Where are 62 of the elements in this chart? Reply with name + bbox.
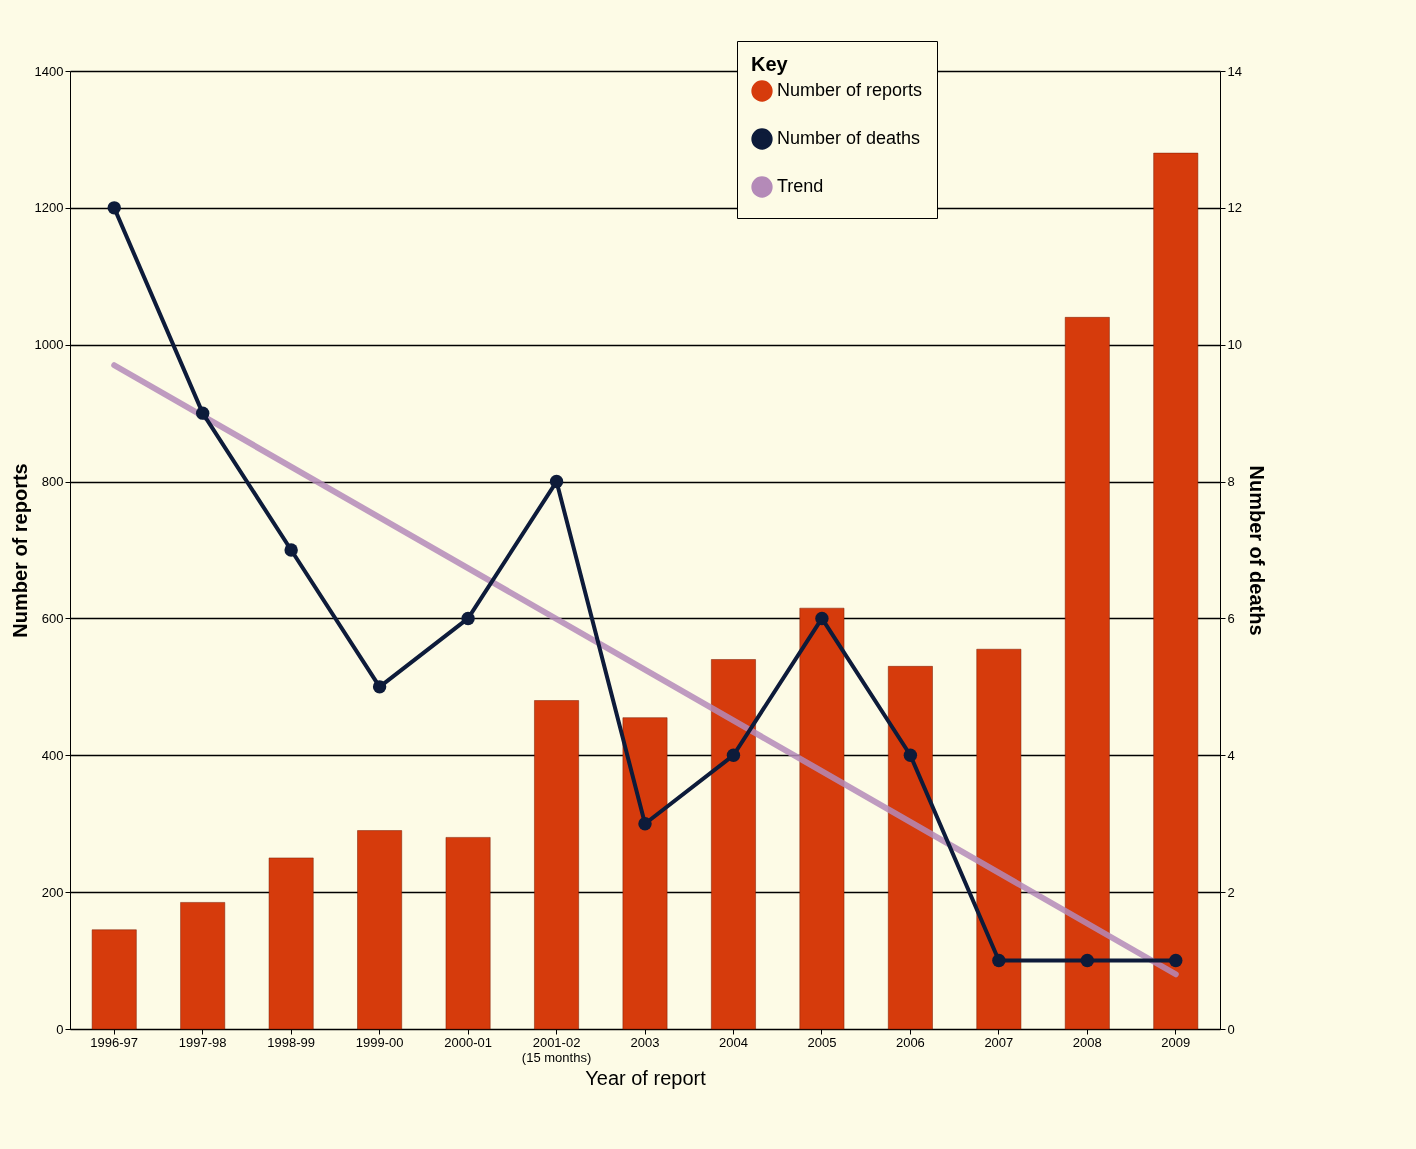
bar — [888, 666, 933, 1030]
y-tick-label: 800 — [41, 474, 64, 490]
bar — [799, 607, 845, 1030]
bar — [622, 717, 668, 1030]
bar — [445, 837, 491, 1030]
bar — [976, 648, 1022, 1030]
bar — [357, 830, 402, 1030]
y2-tick-label: 4 — [1227, 747, 1235, 763]
x-tick-label: 2009 — [1161, 1034, 1191, 1050]
x-tick-label: 2004 — [719, 1034, 748, 1050]
bar — [534, 700, 579, 1030]
y-tick-label: 200 — [41, 884, 64, 900]
y2-tick-label: 6 — [1227, 610, 1235, 626]
x-tick-label: 1998-99 — [267, 1034, 316, 1050]
y2-tick-label: 10 — [1227, 337, 1242, 353]
bar — [1153, 152, 1199, 1030]
bar — [180, 902, 226, 1030]
point — [549, 474, 564, 489]
bar — [1064, 317, 1110, 1030]
bar — [268, 857, 314, 1030]
x-tick-label: 1997-98 — [178, 1034, 227, 1050]
x-tick-label: 2006 — [895, 1034, 925, 1050]
point — [903, 748, 918, 762]
point — [992, 953, 1006, 968]
y-axis-title: Number of reports — [8, 463, 31, 638]
y-tick-label: 0 — [56, 1021, 64, 1037]
y2-tick-label: 0 — [1227, 1021, 1235, 1037]
y-tick-label: 400 — [41, 747, 64, 763]
x-tick-label: 2005 — [807, 1034, 837, 1050]
x-tick-label: 2008 — [1072, 1034, 1102, 1050]
x-tick-label: 2000-01 — [444, 1034, 492, 1050]
point — [1169, 953, 1183, 968]
bar — [91, 929, 137, 1030]
y2-axis-title: Number of deaths — [1245, 465, 1268, 636]
point — [815, 611, 829, 626]
legend-label: Number of reports — [777, 80, 923, 100]
y-tick-label: 1200 — [34, 200, 64, 216]
y2-tick-label: 12 — [1227, 200, 1242, 216]
y-tick-label: 600 — [41, 610, 64, 626]
x-tick-label: 1996-97 — [90, 1034, 139, 1050]
point — [726, 748, 741, 762]
legend-title: Key — [751, 53, 789, 75]
y2-tick-label: 2 — [1227, 884, 1235, 900]
y2-tick-label: 14 — [1227, 63, 1242, 79]
point — [284, 543, 298, 557]
x-tick-label: 2001-02 (15 months) — [521, 1034, 592, 1065]
legend-label: Number of deaths — [777, 128, 921, 148]
legend-label: Trend — [777, 176, 824, 196]
x-tick-label: 1999-00 — [355, 1034, 404, 1050]
x-tick-label: 2003 — [630, 1034, 660, 1050]
bar — [711, 659, 756, 1030]
point — [638, 817, 652, 831]
y2-tick-label: 8 — [1227, 474, 1235, 490]
point — [372, 680, 387, 694]
point — [195, 406, 210, 420]
y-tick-label: 1400 — [34, 63, 64, 79]
x-axis-title: Year of report — [585, 1066, 707, 1089]
y-tick-label: 1000 — [34, 337, 64, 353]
point — [461, 611, 475, 626]
point — [1080, 953, 1095, 968]
x-tick-label: 2007 — [984, 1034, 1014, 1050]
point — [107, 201, 121, 215]
